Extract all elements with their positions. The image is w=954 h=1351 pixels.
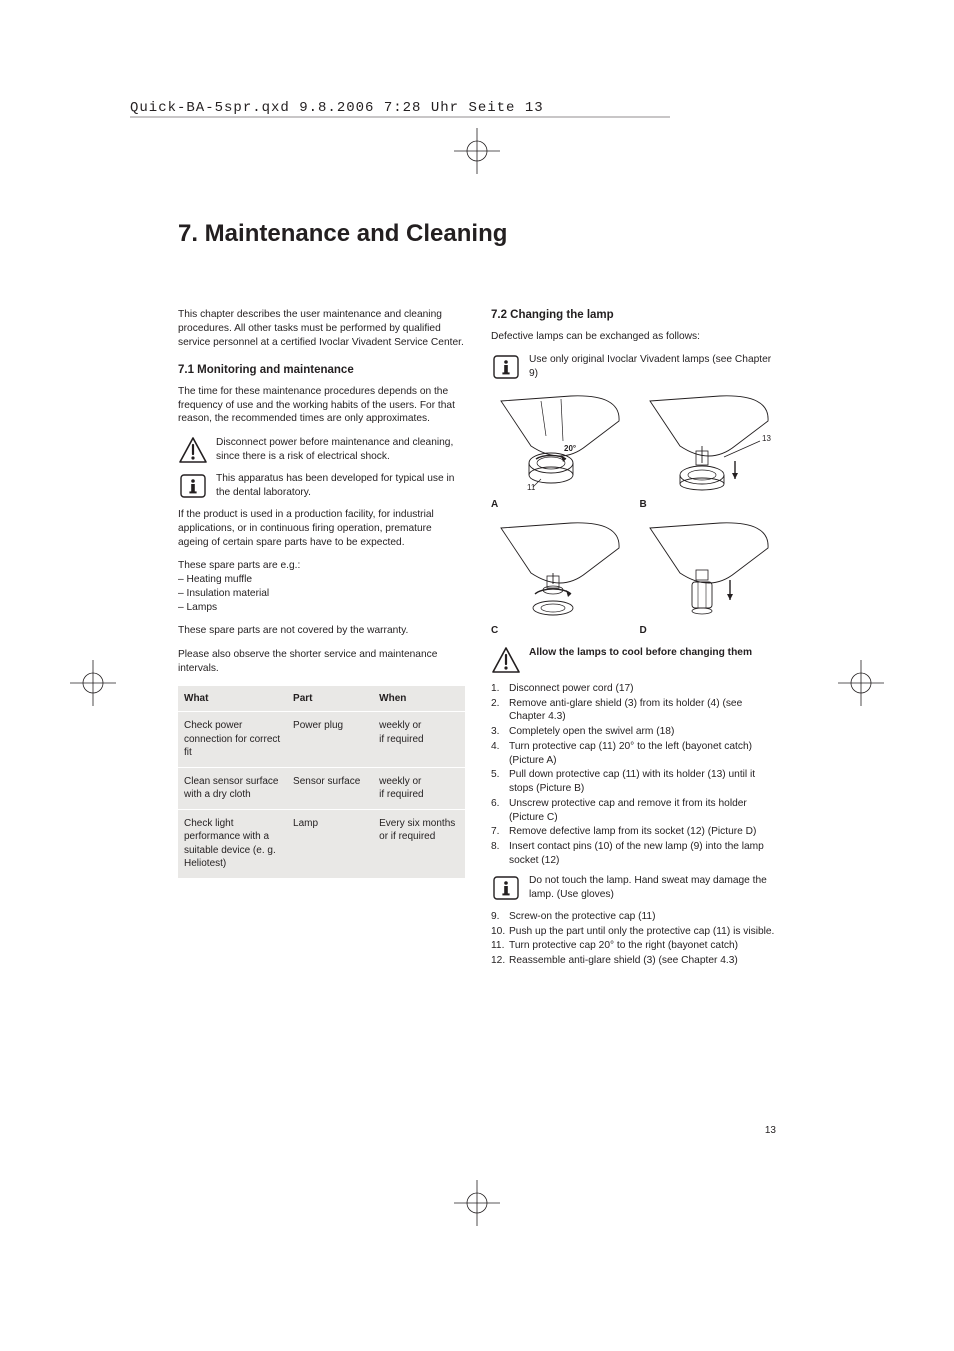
spare-observe: Please also observe the shorter service …	[178, 648, 465, 676]
step-item: 9.Screw-on the protective cap (11)	[491, 910, 778, 924]
section-71-title: 7.1 Monitoring and maintenance	[178, 363, 465, 379]
diagram-d: D	[640, 518, 779, 638]
step-item: 10.Push up the part until only the prote…	[491, 925, 778, 939]
diagram-d-svg	[640, 518, 775, 618]
diagram-label-b: B	[640, 498, 779, 512]
info-icon	[178, 472, 208, 500]
step-item: 8.Insert contact pins (10) of the new la…	[491, 840, 778, 868]
diagram-b-svg: 13	[640, 391, 775, 491]
th-when: When	[373, 686, 465, 712]
td-what: Check power connection for correct fit	[178, 712, 287, 768]
step-item: 12.Reassemble anti-glare shield (3) (see…	[491, 954, 778, 968]
section-71-intro: The time for these maintenance procedure…	[178, 385, 465, 426]
info-icon	[491, 353, 521, 381]
table-row: Clean sensor surface with a dry cloth Se…	[178, 767, 465, 809]
callout-13: 13	[762, 434, 771, 443]
steps-list-a: 1.Disconnect power cord (17) 2.Remove an…	[491, 682, 778, 868]
intro-paragraph: This chapter describes the user maintena…	[178, 308, 465, 349]
right-column: 7.2 Changing the lamp Defective lamps ca…	[491, 308, 778, 969]
step-item: 2.Remove anti-glare shield (3) from its …	[491, 697, 778, 725]
warning-icon	[491, 646, 521, 674]
diagram-label-a: A	[491, 498, 630, 512]
section-72-intro: Defective lamps can be exchanged as foll…	[491, 330, 778, 344]
page-number: 13	[765, 1125, 776, 1136]
registration-mark-right	[838, 660, 884, 706]
td-when: weekly or if required	[373, 767, 465, 809]
step-item: 4.Turn protective cap (11) 20° to the le…	[491, 740, 778, 768]
maintenance-table: What Part When Check power connection fo…	[178, 686, 465, 879]
info-touch: Do not touch the lamp. Hand sweat may da…	[491, 874, 778, 902]
warning-cool: Allow the lamps to cool before changing …	[491, 646, 778, 674]
info-icon	[491, 874, 521, 902]
th-what: What	[178, 686, 287, 712]
td-when: weekly or if required	[373, 712, 465, 768]
registration-mark-top	[454, 128, 500, 174]
td-what: Clean sensor surface with a dry cloth	[178, 767, 287, 809]
spare-item: – Heating muffle	[178, 573, 465, 587]
warning-power-text: Disconnect power before maintenance and …	[216, 436, 465, 464]
warning-power: Disconnect power before maintenance and …	[178, 436, 465, 464]
diagram-grid: 20° 11 A	[491, 391, 778, 638]
header-underline	[130, 116, 670, 118]
page-content: 7. Maintenance and Cleaning This chapter…	[178, 220, 778, 969]
td-when: Every six months or if required	[373, 809, 465, 878]
info-lab: This apparatus has been developed for ty…	[178, 472, 465, 500]
step-item: 11.Turn protective cap 20° to the right …	[491, 939, 778, 953]
td-part: Lamp	[287, 809, 373, 878]
th-part: Part	[287, 686, 373, 712]
spare-intro: These spare parts are e.g.:	[178, 559, 465, 573]
diagram-a-svg: 20° 11	[491, 391, 626, 491]
warning-cool-text: Allow the lamps to cool before changing …	[529, 646, 778, 660]
diagram-label-d: D	[640, 624, 779, 638]
info-touch-text: Do not touch the lamp. Hand sweat may da…	[529, 874, 778, 902]
diagram-c-svg	[491, 518, 626, 618]
registration-mark-bottom	[454, 1180, 500, 1226]
spare-item: – Insulation material	[178, 587, 465, 601]
step-item: 1.Disconnect power cord (17)	[491, 682, 778, 696]
callout-11: 11	[527, 483, 536, 491]
diagram-label-c: C	[491, 624, 630, 638]
registration-mark-left	[70, 660, 116, 706]
td-what: Check light performance with a suitable …	[178, 809, 287, 878]
callout-20deg: 20°	[564, 444, 576, 453]
info-lab-text: This apparatus has been developed for ty…	[216, 472, 465, 500]
section-72-title: 7.2 Changing the lamp	[491, 308, 778, 324]
td-part: Power plug	[287, 712, 373, 768]
info-original-lamps: Use only original Ivoclar Vivadent lamps…	[491, 353, 778, 381]
chapter-title: 7. Maintenance and Cleaning	[178, 220, 778, 248]
diagram-b: 13 B	[640, 391, 779, 511]
header-tagline: Quick-BA-5spr.qxd 9.8.2006 7:28 Uhr Seit…	[130, 100, 544, 116]
step-item: 7.Remove defective lamp from its socket …	[491, 825, 778, 839]
diagram-c: C	[491, 518, 630, 638]
production-note: If the product is used in a production f…	[178, 508, 465, 549]
step-item: 5.Pull down protective cap (11) with its…	[491, 768, 778, 796]
step-item: 6.Unscrew protective cap and remove it f…	[491, 797, 778, 825]
table-row: Check light performance with a suitable …	[178, 809, 465, 878]
info-original-text: Use only original Ivoclar Vivadent lamps…	[529, 353, 778, 381]
spare-parts-list: These spare parts are e.g.: – Heating mu…	[178, 559, 465, 614]
step-item: 3.Completely open the swivel arm (18)	[491, 725, 778, 739]
spare-warranty: These spare parts are not covered by the…	[178, 624, 465, 638]
left-column: This chapter describes the user maintena…	[178, 308, 465, 969]
td-part: Sensor surface	[287, 767, 373, 809]
table-row: Check power connection for correct fit P…	[178, 712, 465, 768]
diagram-a: 20° 11 A	[491, 391, 630, 511]
warning-icon	[178, 436, 208, 464]
steps-list-b: 9.Screw-on the protective cap (11) 10.Pu…	[491, 910, 778, 968]
spare-item: – Lamps	[178, 601, 465, 615]
